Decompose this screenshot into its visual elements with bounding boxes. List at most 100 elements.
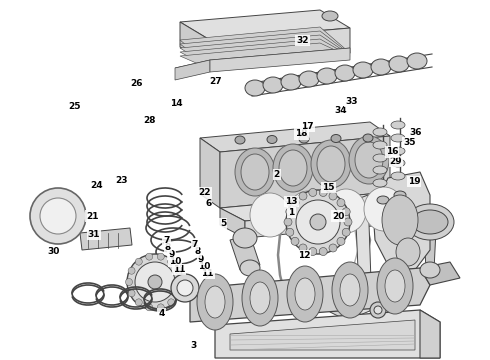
Text: 20: 20 [332, 212, 344, 220]
Ellipse shape [135, 299, 142, 306]
Text: 8: 8 [165, 243, 171, 252]
Ellipse shape [125, 279, 132, 285]
Ellipse shape [335, 65, 355, 81]
Ellipse shape [267, 135, 277, 144]
Text: 9: 9 [168, 250, 175, 259]
Ellipse shape [250, 282, 270, 314]
Ellipse shape [364, 187, 404, 231]
Ellipse shape [309, 248, 317, 256]
Ellipse shape [128, 267, 135, 274]
Polygon shape [355, 195, 372, 315]
Ellipse shape [370, 302, 386, 318]
Polygon shape [210, 48, 350, 72]
Text: 10: 10 [198, 262, 211, 271]
Ellipse shape [299, 192, 307, 200]
Ellipse shape [279, 150, 307, 186]
Text: 23: 23 [115, 176, 128, 185]
Ellipse shape [337, 199, 345, 207]
Ellipse shape [286, 228, 294, 236]
Ellipse shape [377, 196, 389, 204]
Ellipse shape [326, 189, 366, 233]
Text: 12: 12 [297, 251, 310, 260]
Polygon shape [180, 27, 350, 65]
Text: 5: 5 [220, 219, 226, 228]
Polygon shape [420, 310, 440, 358]
Ellipse shape [396, 238, 420, 266]
Text: 27: 27 [209, 77, 222, 86]
Ellipse shape [146, 253, 153, 260]
Ellipse shape [287, 266, 323, 322]
Ellipse shape [250, 193, 290, 237]
Ellipse shape [391, 134, 405, 142]
Text: 26: 26 [130, 79, 143, 88]
Ellipse shape [319, 248, 327, 256]
Ellipse shape [317, 68, 337, 84]
Ellipse shape [135, 258, 142, 265]
Polygon shape [200, 122, 390, 152]
Ellipse shape [344, 218, 352, 226]
Ellipse shape [394, 191, 406, 199]
Ellipse shape [377, 258, 413, 314]
Ellipse shape [197, 274, 233, 330]
Ellipse shape [291, 237, 299, 245]
Polygon shape [420, 262, 460, 285]
Text: 32: 32 [296, 36, 309, 45]
Polygon shape [80, 228, 132, 250]
Ellipse shape [273, 144, 313, 192]
Ellipse shape [171, 274, 199, 302]
Ellipse shape [319, 188, 327, 197]
Text: 21: 21 [86, 212, 98, 220]
Ellipse shape [385, 270, 405, 302]
Ellipse shape [241, 154, 269, 190]
Ellipse shape [329, 244, 337, 252]
Text: 10: 10 [169, 257, 181, 266]
Ellipse shape [233, 228, 257, 248]
Ellipse shape [235, 148, 275, 196]
Ellipse shape [373, 179, 387, 187]
Ellipse shape [168, 299, 175, 306]
Ellipse shape [242, 270, 278, 326]
Ellipse shape [205, 286, 225, 318]
Text: 24: 24 [91, 181, 103, 190]
Text: 13: 13 [285, 197, 298, 206]
Ellipse shape [373, 166, 387, 174]
Ellipse shape [309, 188, 317, 197]
Ellipse shape [355, 142, 383, 178]
Ellipse shape [263, 77, 283, 93]
Ellipse shape [353, 62, 373, 78]
Polygon shape [180, 43, 350, 69]
Ellipse shape [407, 53, 427, 69]
Ellipse shape [177, 279, 185, 285]
Polygon shape [220, 208, 245, 238]
Ellipse shape [391, 172, 405, 180]
Polygon shape [175, 60, 210, 80]
Polygon shape [245, 205, 415, 238]
Ellipse shape [371, 59, 391, 75]
Text: 3: 3 [191, 341, 196, 350]
Text: 7: 7 [192, 240, 198, 249]
Ellipse shape [286, 208, 294, 216]
Text: 25: 25 [68, 102, 81, 111]
Ellipse shape [374, 306, 382, 314]
Ellipse shape [288, 191, 328, 235]
Ellipse shape [40, 198, 76, 234]
Ellipse shape [340, 274, 360, 306]
Ellipse shape [240, 260, 260, 276]
Ellipse shape [332, 262, 368, 318]
Ellipse shape [157, 304, 164, 311]
Ellipse shape [127, 254, 183, 310]
Ellipse shape [317, 146, 345, 182]
Text: 19: 19 [408, 177, 420, 186]
Polygon shape [180, 10, 350, 40]
Ellipse shape [329, 192, 337, 200]
Ellipse shape [389, 56, 409, 72]
Ellipse shape [310, 214, 326, 230]
Text: 15: 15 [322, 183, 335, 192]
Ellipse shape [342, 208, 350, 216]
Ellipse shape [146, 304, 153, 311]
Ellipse shape [135, 262, 175, 302]
Text: 35: 35 [403, 138, 416, 147]
Ellipse shape [299, 71, 319, 87]
Ellipse shape [331, 135, 341, 143]
Polygon shape [230, 320, 415, 350]
